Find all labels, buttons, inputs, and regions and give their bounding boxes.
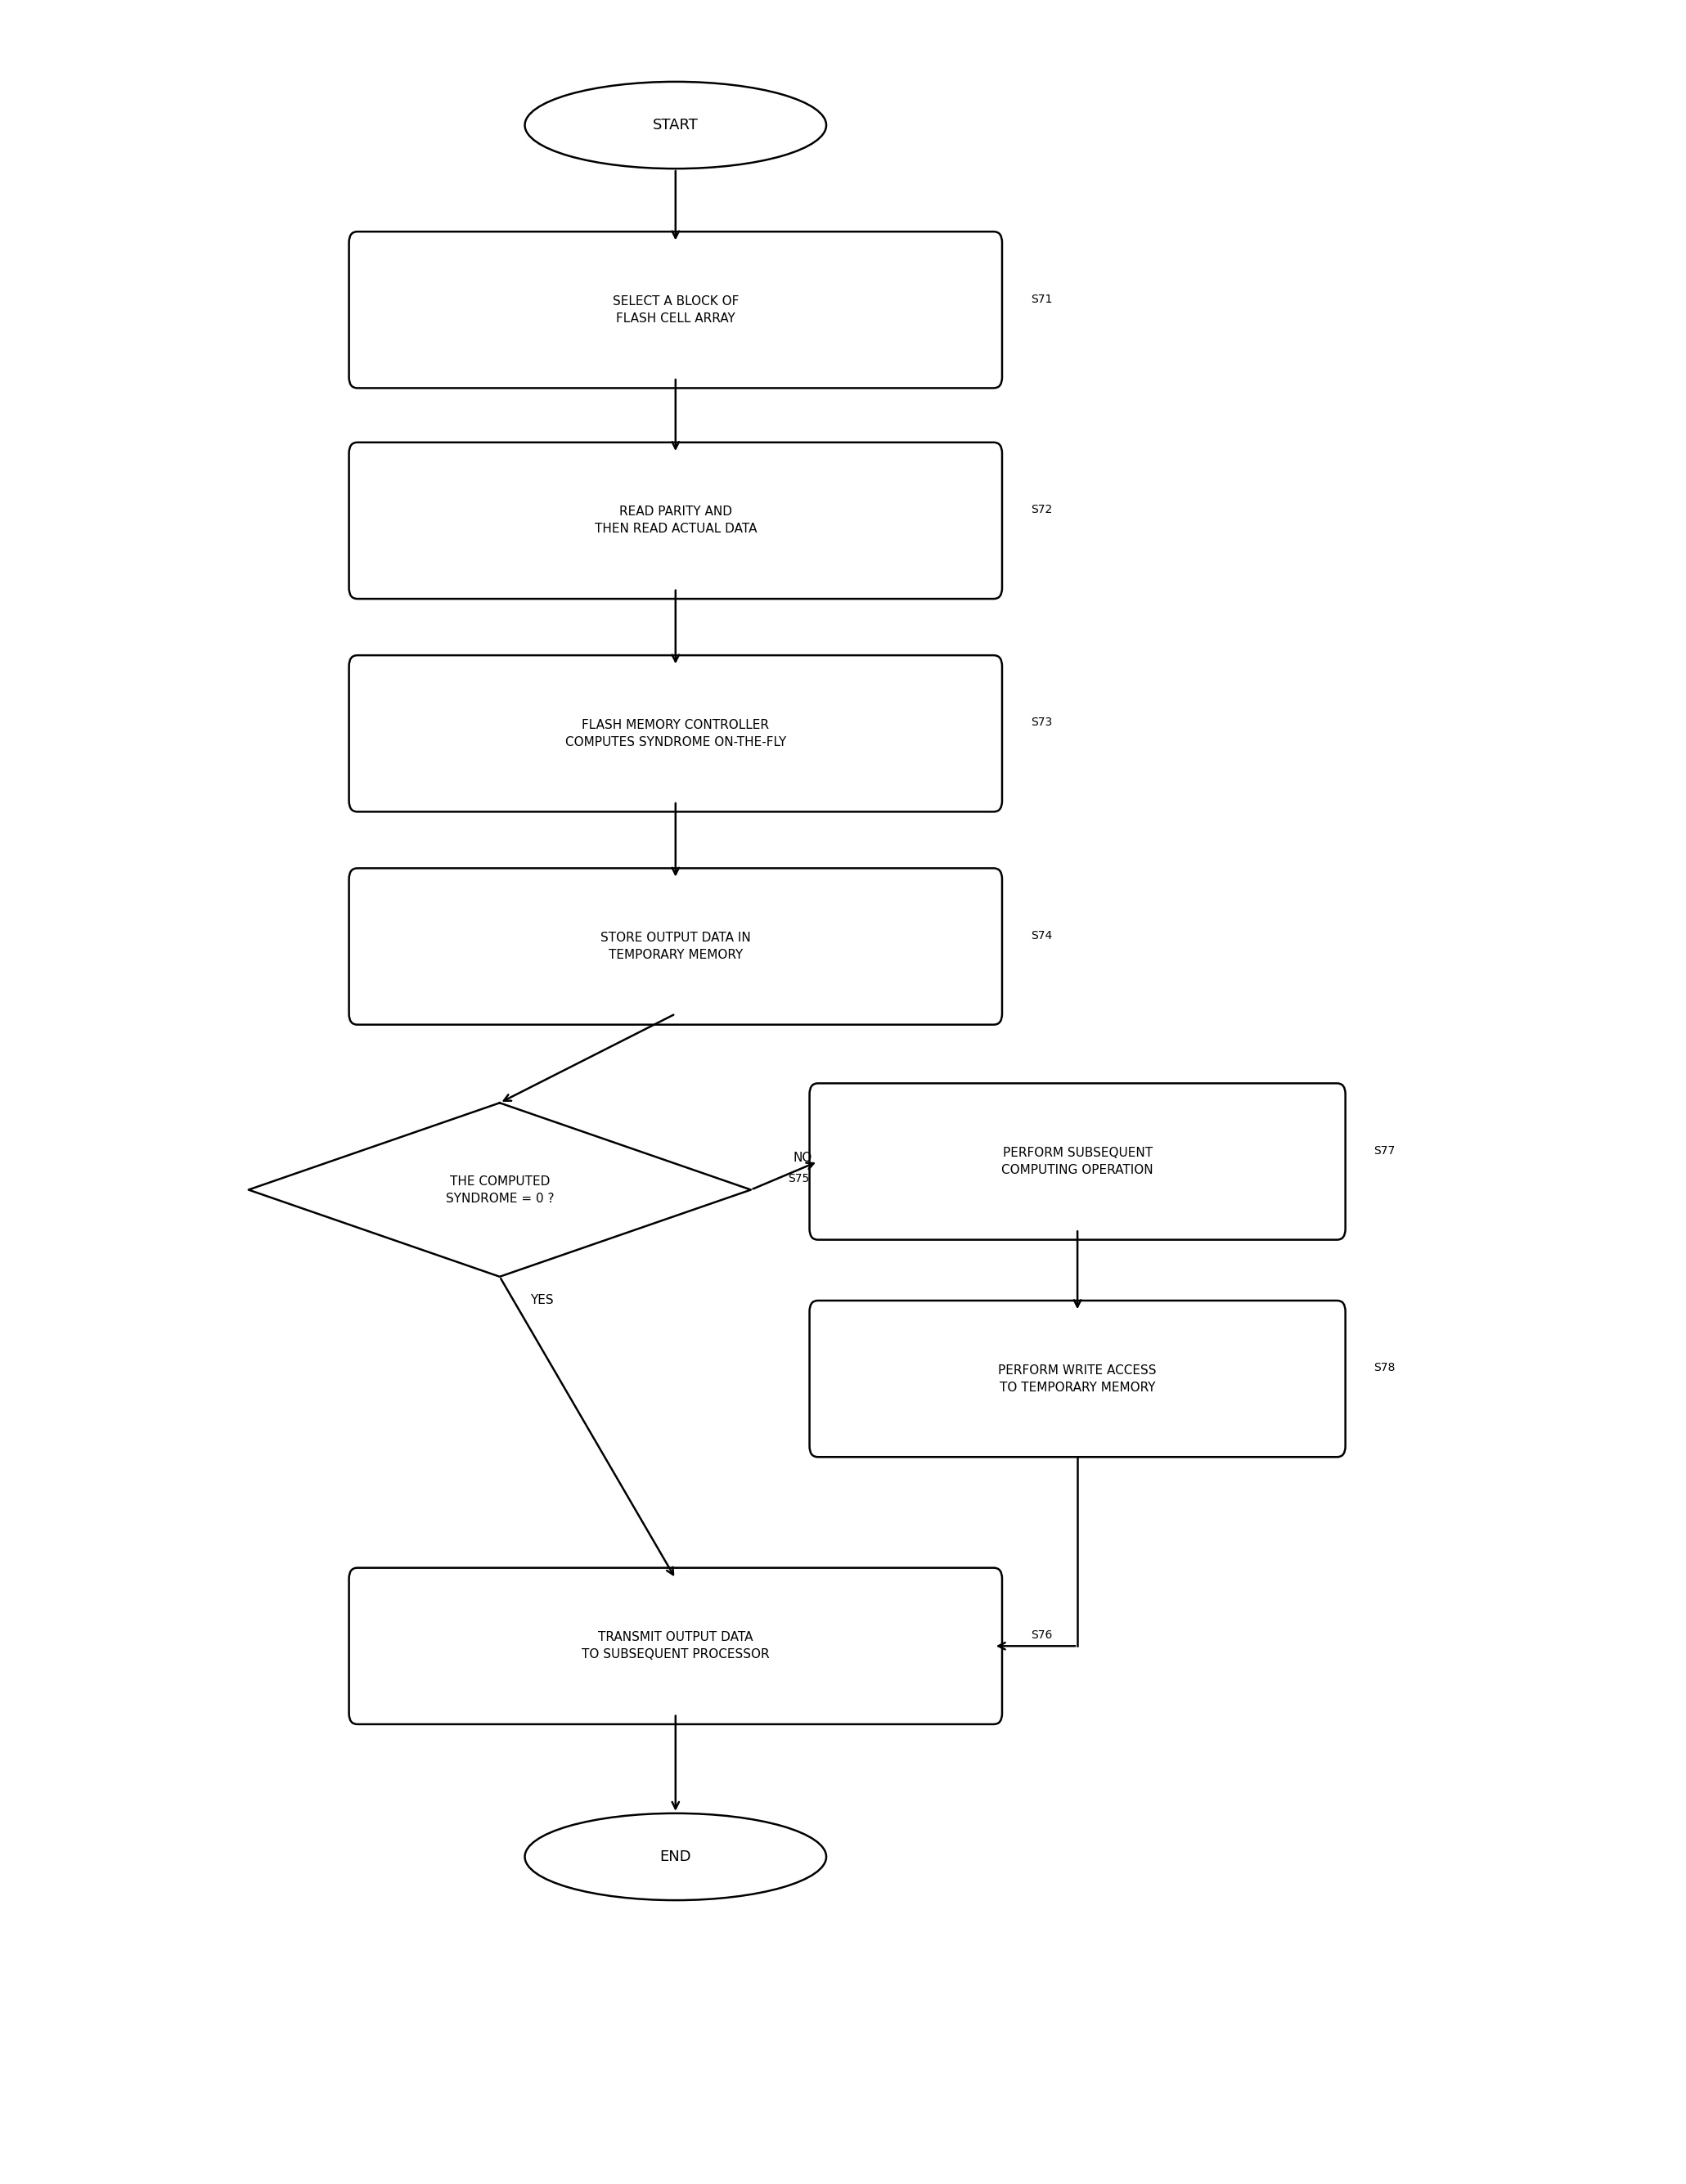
Ellipse shape <box>524 1813 826 1900</box>
Text: S78: S78 <box>1374 1363 1396 1374</box>
Text: TRANSMIT OUTPUT DATA
TO SUBSEQUENT PROCESSOR: TRANSMIT OUTPUT DATA TO SUBSEQUENT PROCE… <box>582 1631 769 1660</box>
Text: FLASH MEMORY CONTROLLER
COMPUTES SYNDROME ON-THE-FLY: FLASH MEMORY CONTROLLER COMPUTES SYNDROM… <box>565 719 786 749</box>
Text: SELECT A BLOCK OF
FLASH CELL ARRAY: SELECT A BLOCK OF FLASH CELL ARRAY <box>612 295 738 325</box>
Text: S75: S75 <box>787 1173 809 1184</box>
Polygon shape <box>248 1103 750 1278</box>
FancyBboxPatch shape <box>349 232 1001 389</box>
Text: READ PARITY AND
THEN READ ACTUAL DATA: READ PARITY AND THEN READ ACTUAL DATA <box>595 507 757 535</box>
FancyBboxPatch shape <box>349 1568 1001 1723</box>
Text: THE COMPUTED
SYNDROME = 0 ?: THE COMPUTED SYNDROME = 0 ? <box>445 1175 555 1206</box>
Text: END: END <box>659 1850 691 1865</box>
FancyBboxPatch shape <box>349 443 1001 598</box>
Text: S76: S76 <box>1030 1629 1052 1640</box>
FancyBboxPatch shape <box>809 1083 1345 1241</box>
Text: YES: YES <box>529 1295 553 1306</box>
Text: PERFORM SUBSEQUENT
COMPUTING OPERATION: PERFORM SUBSEQUENT COMPUTING OPERATION <box>1001 1147 1153 1177</box>
Text: PERFORM WRITE ACCESS
TO TEMPORARY MEMORY: PERFORM WRITE ACCESS TO TEMPORARY MEMORY <box>998 1365 1157 1393</box>
Ellipse shape <box>524 81 826 168</box>
Text: S71: S71 <box>1030 293 1052 306</box>
Text: S72: S72 <box>1030 505 1052 515</box>
Text: S77: S77 <box>1374 1144 1396 1155</box>
FancyBboxPatch shape <box>809 1302 1345 1457</box>
Text: S73: S73 <box>1030 716 1052 729</box>
FancyBboxPatch shape <box>349 655 1001 812</box>
Text: STORE OUTPUT DATA IN
TEMPORARY MEMORY: STORE OUTPUT DATA IN TEMPORARY MEMORY <box>600 933 750 961</box>
Text: S74: S74 <box>1030 930 1052 941</box>
Text: NO: NO <box>792 1151 813 1164</box>
Text: START: START <box>652 118 698 133</box>
FancyBboxPatch shape <box>349 869 1001 1024</box>
